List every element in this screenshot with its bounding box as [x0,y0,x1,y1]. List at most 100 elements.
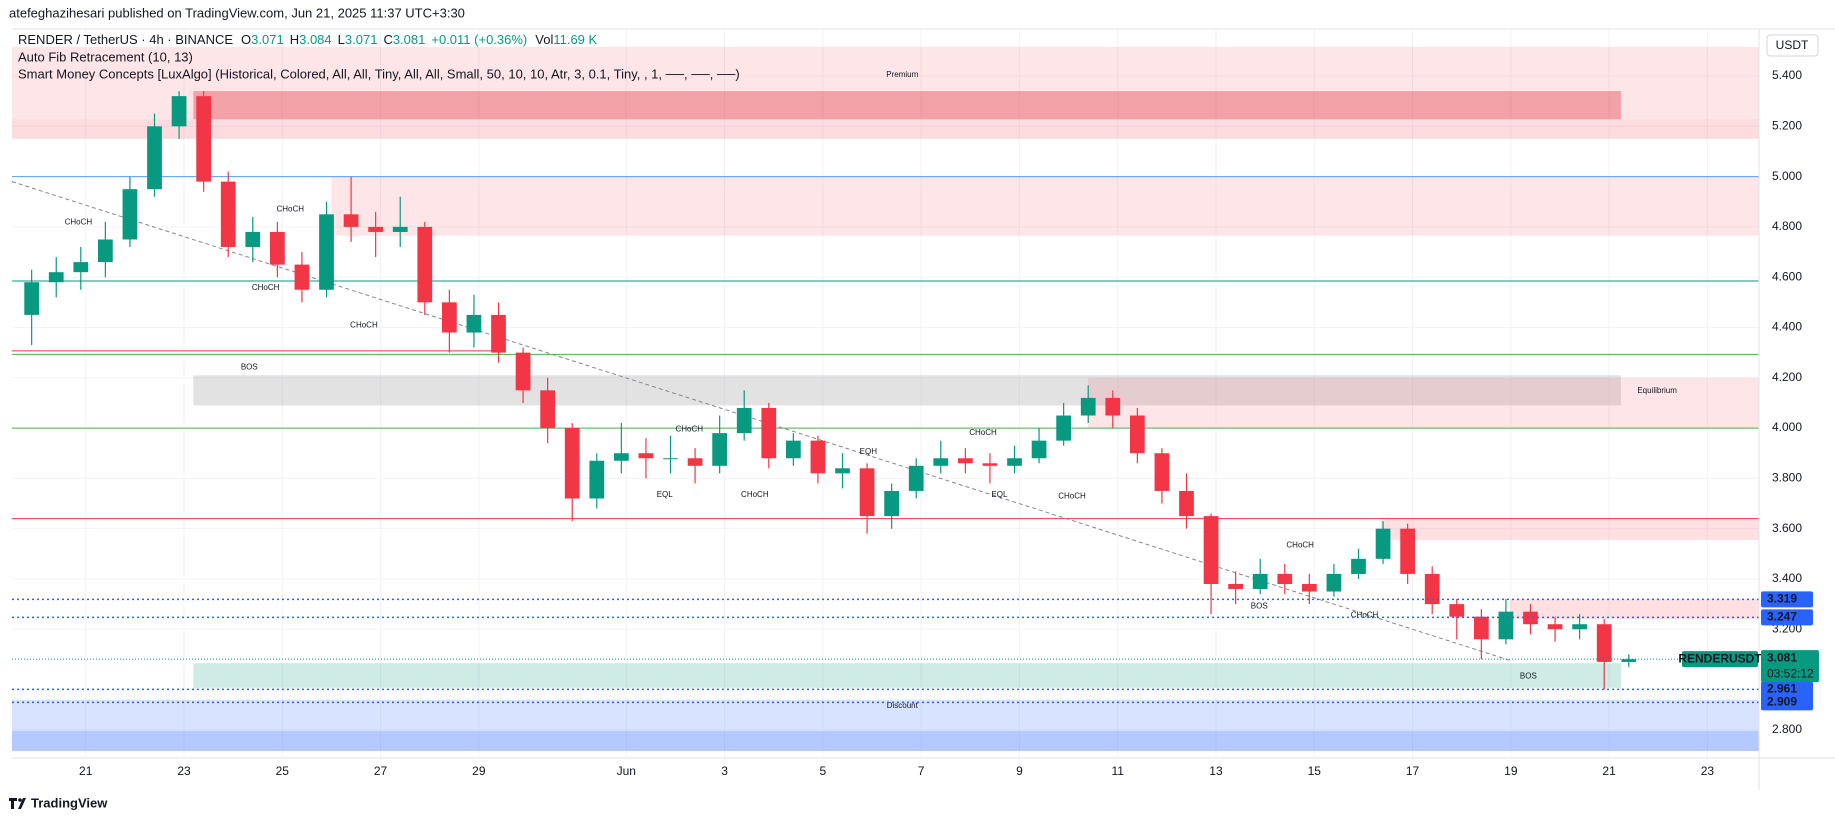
candle-body [122,189,138,240]
price-tag-label: 2.961 [1767,682,1797,696]
zone [12,119,1759,139]
x-tick-label: 13 [1209,764,1223,778]
symbol-tag [1682,651,1758,668]
ohlc-key: C [383,32,392,47]
candle-body [638,453,654,459]
candle-body [1473,616,1489,640]
candle-body [1400,528,1416,574]
x-tick-label: Jun [617,764,636,778]
countdown: 03:52:12 [1767,666,1814,680]
candle-body [1203,516,1219,584]
y-tick-label: 5.000 [1772,169,1802,183]
logo-dot [18,798,22,802]
candle-body [48,272,64,283]
candle-body [613,453,629,461]
ohlc-value: 3.071 [345,32,378,47]
candle-body [24,282,40,315]
candle-body [245,231,261,248]
candle-body [269,231,285,265]
zone [193,375,1621,406]
candle-body [417,226,433,303]
author-line: atefeghazihesari published on TradingVie… [9,5,465,20]
last-price-label: 3.081 [1767,650,1797,664]
x-tick-label: 27 [374,764,388,778]
ohlc-key: O [241,32,251,47]
candle-body [466,314,482,333]
annotation: CHoCH [276,205,304,214]
y-tick-label: 4.400 [1772,320,1802,334]
zone [1381,518,1759,540]
annotation: CHoCH [1286,540,1314,549]
zone [1088,377,1759,429]
candle-body [564,428,580,499]
candle-body [1129,415,1145,454]
x-tick-label: 15 [1308,764,1322,778]
candle-body [196,96,212,182]
x-tick-label: 23 [1701,764,1715,778]
annotation: CHoCH [1351,611,1379,620]
symbol: RENDER / TetherUS · 4h · BINANCE [18,32,233,47]
annotation: CHoCH [65,217,93,226]
currency-box[interactable] [1766,34,1819,57]
zone [331,176,1759,236]
candle-body [1498,611,1514,640]
price-tag-label: 3.247 [1767,610,1797,624]
zone [12,46,1759,120]
candle-body [785,440,801,459]
candle-body [1179,490,1194,517]
zone-label: Premium [886,70,918,79]
x-tick-label: 5 [820,764,827,778]
zone [193,663,1621,688]
x-tick-label: 7 [918,764,925,778]
annotation: BOS [1520,672,1537,681]
candle-body [1424,573,1440,605]
volume: 11.69 K [553,32,597,47]
indicator[interactable]: Smart Money Concepts [LuxAlgo] (Historic… [18,66,740,81]
ohlc-key: L [338,32,345,47]
ohlc-value: 3.081 [393,32,426,47]
annotation: BOS [1251,601,1268,610]
price-tag-label: 3.319 [1767,591,1797,605]
candle-body [1596,624,1612,662]
y-tick-label: 4.200 [1772,370,1802,384]
zone-label: Discount [887,701,919,710]
candle-body [859,468,875,517]
candle-body [957,458,973,464]
annotation: EQL [657,490,674,499]
candle-body [1007,458,1022,466]
candle-body [1449,604,1465,617]
candle-body [1105,397,1121,416]
candle-body [1523,611,1538,625]
ohlc-value: 3.071 [251,32,284,47]
annotation: CHoCH [252,283,280,292]
y-tick-label: 3.600 [1772,521,1802,535]
candle-body [515,352,531,391]
annotation: CHoCH [350,320,378,329]
zone [12,731,1759,751]
candle-body [441,302,457,333]
candle-body [368,226,384,232]
candle-body [1056,415,1072,441]
candle-body [663,458,678,460]
logo-icon [9,798,26,809]
ohlc-value: 3.084 [299,32,332,47]
x-tick-label: 21 [1602,764,1616,778]
candle-body [147,126,162,190]
x-tick-label: 29 [472,764,486,778]
y-tick-label: 4.000 [1772,420,1802,434]
candle-body [933,458,949,466]
candle-body [1301,583,1317,592]
zone [1509,599,1759,620]
candle-body [810,440,826,474]
zone [193,91,1621,120]
y-tick-label: 4.600 [1772,269,1802,283]
indicator[interactable]: Auto Fib Retracement (10, 13) [18,49,193,64]
candle-body [687,458,703,466]
brand: TradingView [31,795,108,810]
plot-area: Premium Equilibrium Discount CHoCH CHoCH CHoC… [11,29,1759,758]
candle-body [835,468,850,474]
candle-body [540,390,556,429]
candle-body [1351,558,1366,574]
y-tick-label: 5.200 [1772,118,1802,132]
